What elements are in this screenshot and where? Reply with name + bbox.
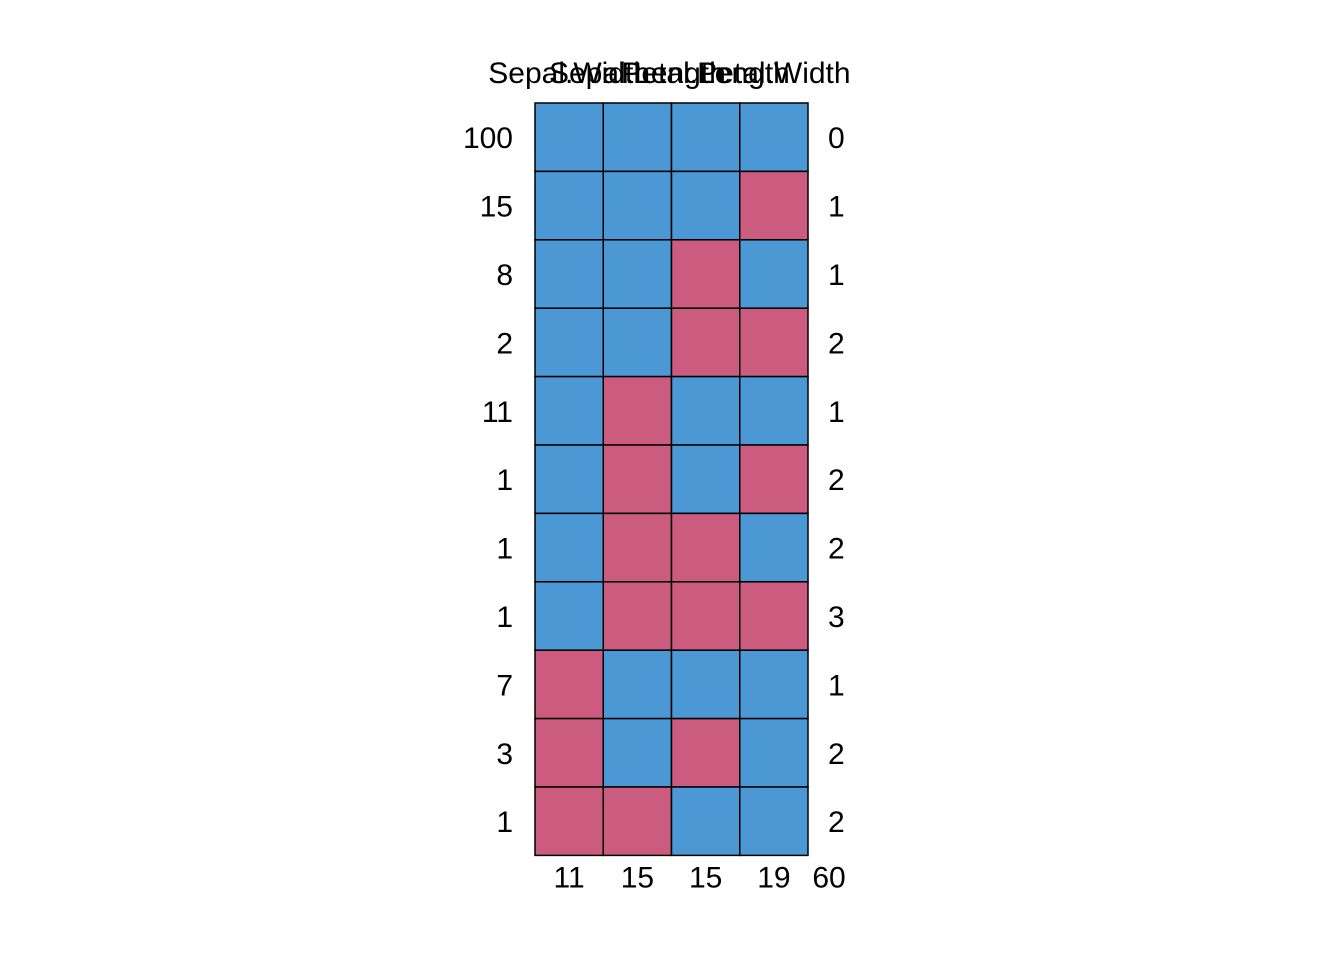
row-missing-label: 3: [828, 601, 845, 634]
missing-cell: [602, 581, 673, 651]
observed-cell: [602, 102, 673, 173]
observed-cell: [602, 307, 673, 378]
missing-cell: [739, 307, 809, 378]
column-missing-label: 11: [554, 861, 585, 894]
missing-cell: [670, 717, 741, 788]
observed-cell: [739, 512, 809, 583]
missing-cell: [602, 786, 673, 857]
row-count-label: 1: [496, 533, 513, 566]
missing-cell: [534, 717, 604, 788]
missing-cell: [534, 649, 604, 720]
observed-cell: [739, 717, 809, 788]
row-count-label: 1: [496, 806, 513, 839]
row-missing-label: 2: [828, 533, 845, 566]
missing-cell: [670, 581, 741, 651]
pattern-cells: [534, 102, 809, 857]
missing-cell: [534, 786, 604, 857]
observed-cell: [602, 170, 673, 241]
column-labels: Sepal.WidthSepal.LengthPetal.LengthPetal…: [488, 57, 850, 90]
row-missing-label: 1: [828, 259, 845, 292]
row-count-label: 15: [480, 191, 513, 224]
row-missing-label: 0: [828, 122, 845, 155]
column-missing-label: 15: [689, 861, 722, 894]
column-label: Sepal.Length: [549, 57, 726, 90]
observed-cell: [534, 581, 604, 651]
row-missing-label: 1: [828, 191, 845, 224]
row-missing-label: 1: [828, 396, 845, 429]
observed-cell: [534, 170, 604, 241]
missing-cell: [602, 444, 673, 515]
missing-cell: [670, 307, 741, 378]
observed-cell: [534, 444, 604, 515]
observed-cell: [602, 649, 673, 720]
row-missing-labels: 0 1 1 2 1 2 2 3 1 2 2: [828, 122, 845, 839]
observed-cell: [739, 102, 809, 173]
row-missing-label: 2: [828, 738, 845, 771]
observed-cell: [739, 649, 809, 720]
row-count-label: 1: [496, 601, 513, 634]
row-count-label: 3: [496, 738, 513, 771]
row-missing-label: 1: [828, 669, 845, 702]
observed-cell: [670, 444, 741, 515]
observed-cell: [534, 512, 604, 583]
missing-cell: [739, 170, 809, 241]
missing-cell: [739, 581, 809, 651]
observed-cell: [739, 375, 809, 446]
observed-cell: [739, 786, 809, 857]
total-missing-label: 60: [812, 861, 845, 894]
column-missing-label: 15: [621, 861, 654, 894]
column-missing-label: 19: [757, 861, 790, 894]
row-count-label: 8: [496, 259, 513, 292]
observed-cell: [670, 649, 741, 720]
observed-cell: [602, 239, 673, 309]
missing-cell: [739, 444, 809, 515]
observed-cell: [534, 102, 604, 173]
row-missing-label: 2: [828, 464, 845, 497]
row-missing-label: 2: [828, 806, 845, 839]
row-count-label: 100: [463, 122, 513, 155]
row-count-label: 1: [496, 464, 513, 497]
observed-cell: [534, 375, 604, 446]
column-missing-labels: 11 15 15 19: [554, 861, 791, 894]
missing-cell: [670, 239, 741, 309]
observed-cell: [670, 102, 741, 173]
observed-cell: [602, 717, 673, 788]
missing-cell: [602, 512, 673, 583]
row-count-label: 11: [482, 396, 513, 429]
observed-cell: [739, 239, 809, 309]
observed-cell: [670, 170, 741, 241]
observed-cell: [534, 307, 604, 378]
missing-cell: [602, 375, 673, 446]
observed-cell: [670, 375, 741, 446]
observed-cell: [534, 239, 604, 309]
row-count-label: 2: [496, 327, 513, 360]
column-label: Petal.Length: [621, 57, 789, 90]
missing-cell: [670, 512, 741, 583]
column-label: Petal.Width: [697, 57, 850, 90]
row-missing-label: 2: [828, 327, 845, 360]
row-count-label: 7: [496, 669, 513, 702]
column-label: Sepal.Width: [488, 57, 650, 90]
observed-cell: [670, 786, 741, 857]
